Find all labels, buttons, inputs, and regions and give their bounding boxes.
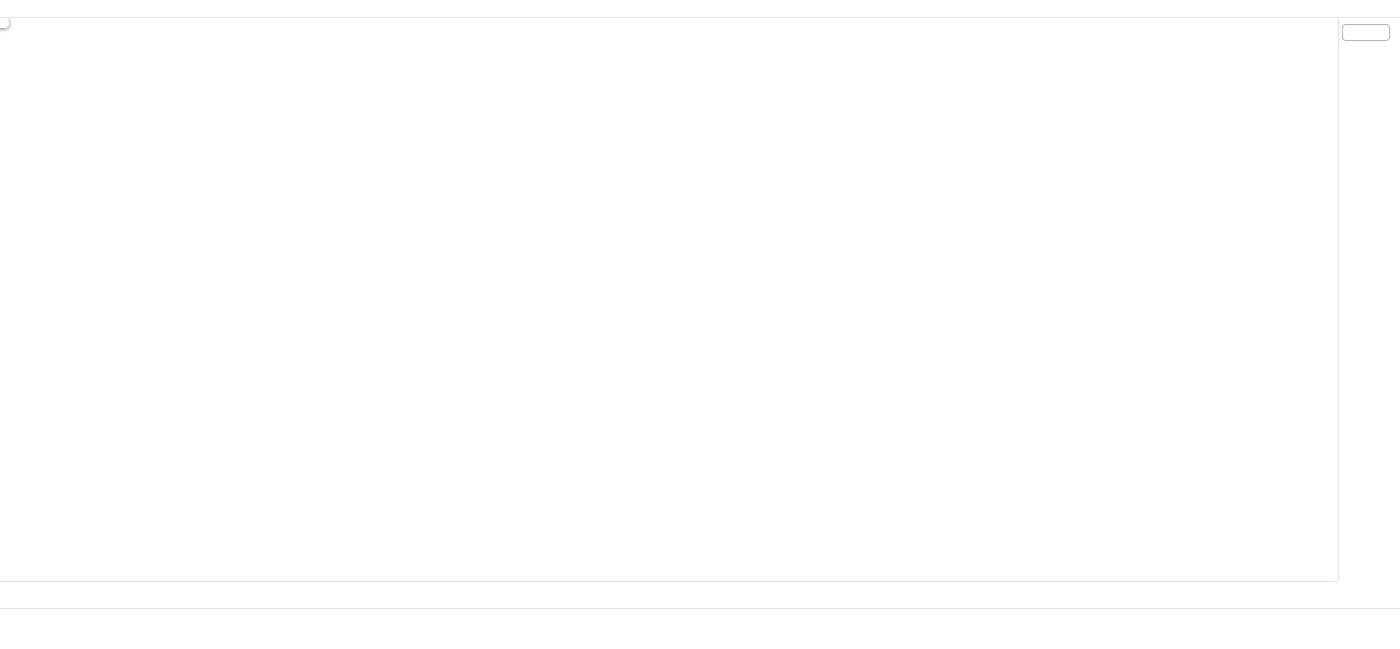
chart-canvas[interactable] <box>0 18 1400 608</box>
symbol-legend <box>8 23 54 37</box>
chart-area[interactable] <box>0 17 1400 609</box>
footer <box>0 609 1400 649</box>
rsi-ma-badge <box>1341 18 1381 32</box>
rsi-legend <box>8 407 20 419</box>
attribution-bar <box>0 0 1400 17</box>
currency-chip[interactable] <box>1342 24 1390 41</box>
price-axis[interactable] <box>1338 18 1400 581</box>
measurement-label-2[interactable] <box>0 18 9 28</box>
time-axis[interactable] <box>0 581 1338 608</box>
